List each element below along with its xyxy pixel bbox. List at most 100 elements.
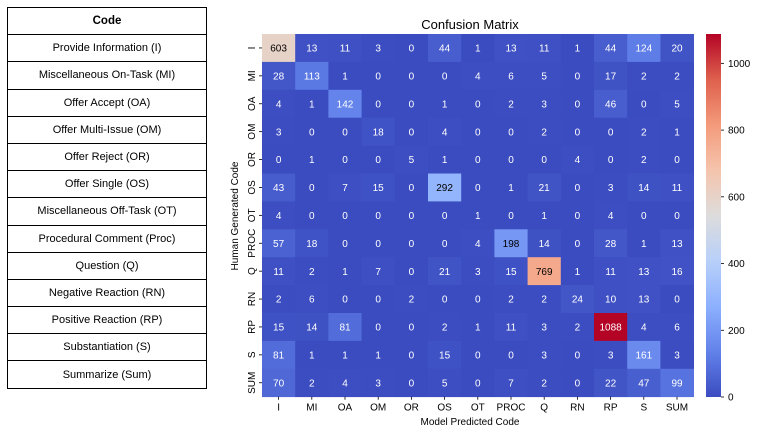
cell-value-label: 0: [575, 183, 581, 194]
cell-value-label: 198: [503, 239, 520, 250]
cell-value-label: 0: [508, 211, 514, 222]
heatmap-cell: [660, 89, 694, 119]
cell-value-label: 1: [641, 239, 647, 250]
cell-value-label: 0: [541, 155, 547, 166]
heatmap-cell: [660, 34, 694, 63]
cell-value-label: 28: [273, 71, 285, 82]
cell-value-label: 4: [475, 239, 481, 250]
cell-value-label: 0: [375, 155, 381, 166]
heatmap-cell: [560, 313, 595, 342]
x-tick-label: S: [640, 403, 647, 414]
heatmap-cell: [262, 61, 296, 91]
y-axis-ticks: I MI OA OM OR OS OT PROC Q RN RP S SUM: [247, 47, 262, 394]
heatmap-cell: [328, 89, 362, 119]
heatmap-cell: [527, 201, 562, 230]
heatmap-cell: [428, 34, 462, 63]
code-table-row: Procedural Comment (Proc): [7, 224, 207, 253]
code-table-cell: Provide Information (I): [7, 34, 207, 63]
heatmap-cell: [394, 61, 429, 91]
code-table-row: Question (Q): [7, 251, 207, 280]
cell-value-label: 0: [409, 378, 415, 389]
heatmap-cell: [627, 340, 661, 370]
heatmap-cell: [660, 340, 694, 370]
heatmap-cell: [295, 229, 329, 258]
cell-value-label: 10: [605, 295, 617, 306]
heatmap-cell: [361, 285, 396, 314]
heatmap-cell: [527, 257, 562, 286]
cell-value-label: 7: [508, 378, 514, 389]
heatmap-cell: [295, 368, 329, 398]
heatmap-cell: [428, 229, 462, 258]
heatmap-cell: [527, 285, 562, 314]
heatmap-cell: [328, 201, 362, 230]
heatmap-cell: [660, 285, 694, 314]
cell-value-label: 0: [575, 350, 581, 361]
cell-value-label: 0: [674, 295, 680, 306]
heatmap-cell: [527, 313, 562, 342]
cell-value-label: 0: [442, 239, 448, 250]
heatmap-cell: [394, 340, 429, 370]
cell-value-label: 2: [641, 127, 647, 138]
cell-value-label: 4: [442, 127, 448, 138]
y-tick-label: OR: [247, 152, 258, 167]
heatmap-cell: [394, 285, 429, 314]
heatmap-cell: [527, 368, 562, 398]
cell-value-label: 0: [608, 127, 614, 138]
heatmap-cell: [461, 340, 495, 370]
heatmap-cell: [594, 173, 628, 202]
cell-value-label: 0: [375, 239, 381, 250]
cell-value-label: 0: [409, 99, 415, 110]
heatmap-cell: [461, 173, 495, 202]
code-table-row: Positive Reaction (RP): [7, 306, 207, 335]
cell-value-label: 0: [641, 99, 647, 110]
cell-value-label: 0: [309, 127, 315, 138]
heatmap-cell: [328, 368, 362, 398]
cell-value-label: 1: [475, 323, 481, 334]
cell-value-label: 0: [475, 295, 481, 306]
heatmap-cell: [361, 89, 396, 119]
cell-value-label: 2: [409, 295, 415, 306]
heatmap-cell: [295, 285, 329, 314]
cell-value-label: 0: [608, 155, 614, 166]
cell-value-label: 0: [375, 71, 381, 82]
heatmap-cell: [461, 257, 495, 286]
x-tick-label: MI: [306, 403, 317, 414]
x-tick-label: OA: [338, 403, 353, 414]
cell-value-label: 47: [638, 378, 650, 389]
y-tick-label: Q: [247, 267, 258, 275]
heatmap-cell: [328, 34, 362, 63]
cell-value-label: 4: [342, 378, 348, 389]
heatmap-cell: [494, 257, 528, 286]
heatmap-cell: [594, 257, 628, 286]
x-tick-label: OS: [437, 403, 452, 414]
heatmap-cell: [328, 313, 362, 342]
cell-value-label: 0: [674, 211, 680, 222]
y-axis-label: Human Generated Code: [230, 161, 241, 270]
heatmap-cell: [428, 313, 462, 342]
heatmap-cell: [361, 340, 396, 370]
code-table-cell: Offer Single (OS): [7, 170, 207, 199]
heatmap-cell: [494, 145, 528, 174]
heatmap-cell: [461, 89, 495, 119]
heatmap-cell: [361, 61, 396, 91]
y-tick-label: OT: [247, 208, 258, 222]
heatmap-cell: [394, 313, 429, 342]
cell-value-label: 5: [541, 71, 547, 82]
heatmap-cell: [461, 285, 495, 314]
x-tick-label: OT: [471, 403, 485, 414]
colorbar-tick-label: 1000: [728, 59, 751, 70]
code-table-row: Offer Multi-Issue (OM): [7, 115, 207, 144]
code-table-row: Offer Accept (OA): [7, 88, 207, 117]
heatmap-cell: [627, 285, 661, 314]
heatmap-cell: [660, 201, 694, 230]
heatmap-cell: [594, 201, 628, 230]
x-axis-label: Model Predicted Code: [421, 417, 520, 428]
heatmap-cell: [494, 61, 528, 91]
heatmap-cell: [361, 368, 396, 398]
cell-value-label: 1: [475, 211, 481, 222]
heatmap-cell: [328, 173, 362, 202]
heatmap-cell: [560, 61, 595, 91]
cell-value-label: 0: [475, 183, 481, 194]
cell-value-label: 99: [671, 378, 683, 389]
